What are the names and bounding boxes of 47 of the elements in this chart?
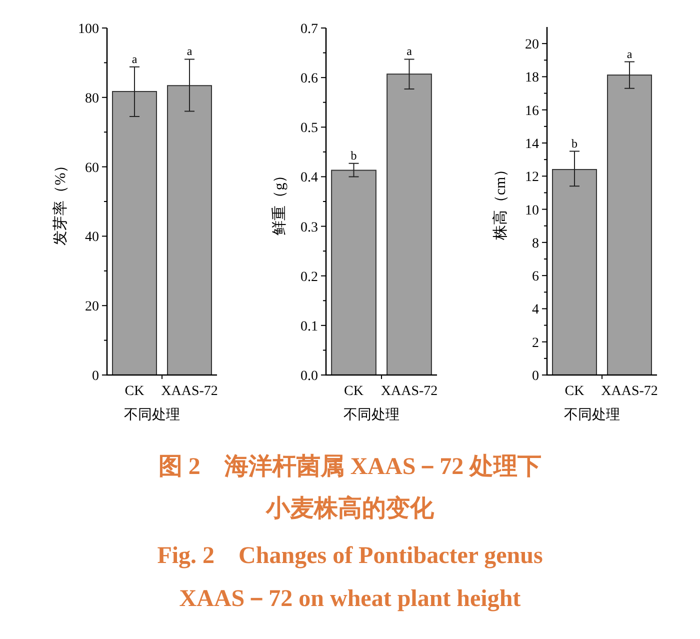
annotation: a [406,44,413,58]
x-tick-label: CK [124,384,144,399]
y-tick-label: 0.3 [300,220,318,236]
x-tick-label: XAAS-72 [380,384,438,399]
y-tick-label: 14 [525,137,539,152]
caption: Fig. 2 Changes of Pontibacter genus [157,543,543,569]
y-tick-label: 0.6 [300,72,318,87]
text: XAAS－72 on wheat plant height [179,586,521,612]
y-tick-label: 60 [85,160,99,176]
y-tick-label: 12 [525,170,539,186]
y-tick-label: 0.2 [300,270,318,285]
y-tick-label: 80 [85,91,99,106]
y-tick-label: 0 [532,369,539,384]
y-tick-label: 2 [532,336,539,351]
annotation: a [186,44,193,58]
x-axis-title: 不同处理 [344,407,400,423]
x-axis-title: 不同处理 [564,407,620,423]
y-tick-label: 40 [85,230,99,246]
y-tick-label: 4 [532,302,539,318]
annotation: a [132,52,138,66]
annotation: b [572,136,578,150]
y-tick-label: 10 [525,203,539,218]
y-axis-title: 鲜重（g） [271,168,288,236]
x-tick-label: CK [344,384,364,399]
y-tick-label: 0.4 [300,170,318,186]
y-tick-label: 0 [92,369,99,384]
annotation: a [626,46,633,61]
y-tick-label: 20 [85,300,99,315]
x-axis-title: 不同处理 [124,407,180,423]
y-tick-label: 100 [78,22,99,37]
text: 小麦株高的变化 [265,494,435,522]
y-tick-label: 0.7 [300,22,318,37]
annotation: b [350,148,357,162]
y-tick-label: 6 [532,270,539,285]
x-tick-label: XAAS-72 [161,384,218,399]
y-tick-label: 18 [525,70,539,86]
caption: 图 2 海洋杆菌属 XAAS－72 处理下 [158,453,542,480]
x-tick-label: CK [564,384,584,399]
y-tick-label: 0.1 [300,319,318,334]
x-tick-label: XAAS-72 [601,384,658,399]
y-axis-title: 发芽率（%） [52,158,69,246]
y-tick-label: 16 [525,104,539,119]
y-tick-label: 0.5 [300,121,318,136]
y-tick-label: 20 [525,38,539,53]
y-axis-title: 株高（cm） [492,162,509,242]
y-tick-label: 8 [532,236,539,252]
y-tick-label: 0.0 [300,369,318,384]
